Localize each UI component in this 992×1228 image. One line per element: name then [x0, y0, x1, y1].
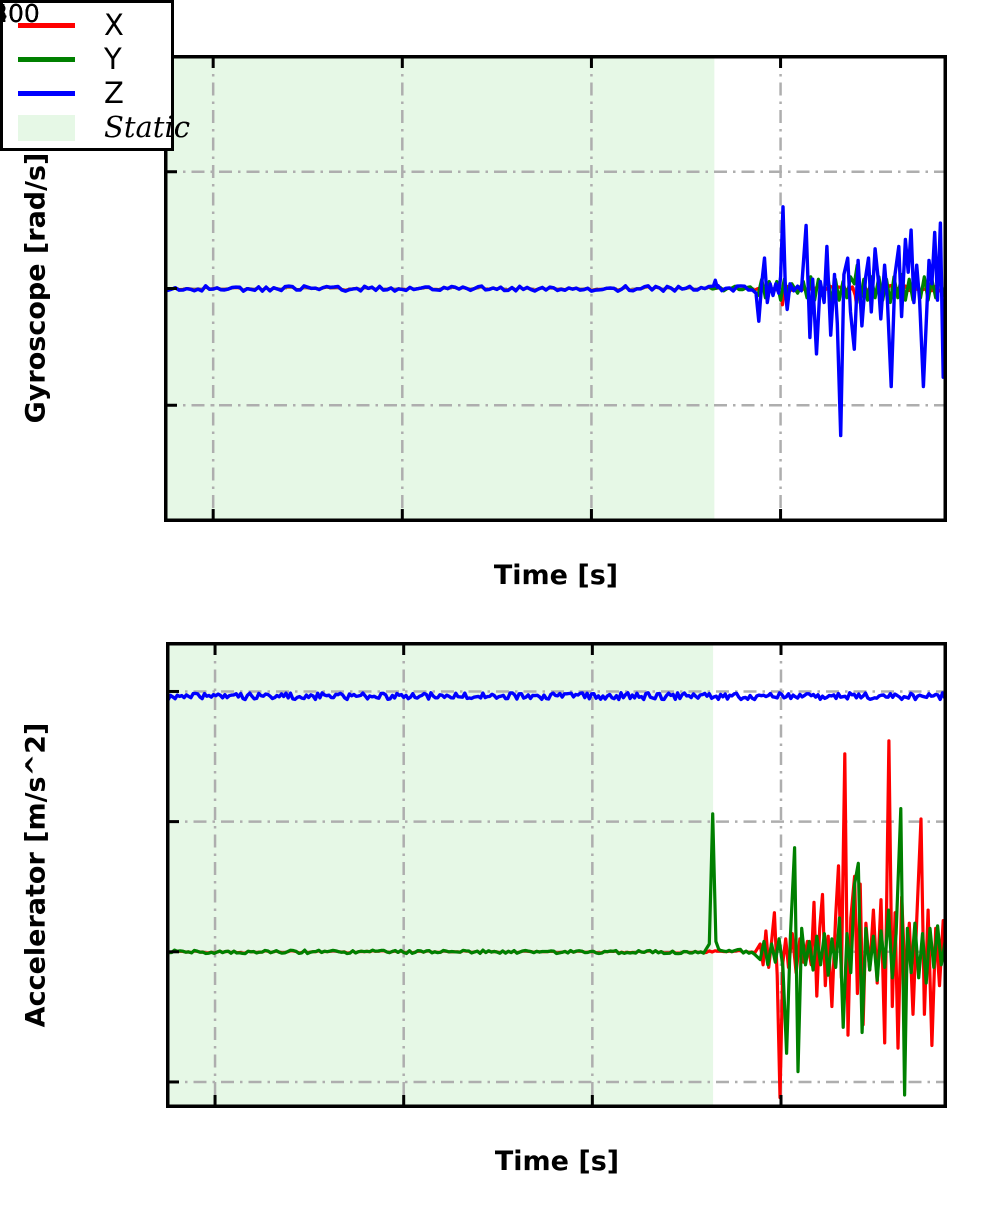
accelerator-legend: X Y Z Static	[0, 0, 190, 151]
x-tick-label: 81400	[0, 0, 40, 28]
legend-label: Static	[104, 110, 190, 144]
legend-label: Z	[104, 76, 124, 110]
legend-patch-swatch	[18, 114, 75, 141]
accelerator-x-axis-label: Time [s]	[494, 1146, 620, 1177]
legend-label: X	[104, 8, 124, 42]
legend-line-swatch	[18, 23, 75, 28]
axes-frame	[166, 642, 947, 1108]
legend-entry-static: Static	[18, 111, 190, 144]
axes-frame	[164, 55, 947, 522]
x-tick-label: 81200	[0, 0, 40, 28]
static-region	[166, 642, 714, 1108]
legend-entry-x: X	[18, 9, 171, 42]
x-tick-label: 81300	[0, 0, 40, 28]
gyroscope-x-axis-label: Time [s]	[493, 560, 619, 591]
gyroscope-plot-area	[164, 55, 947, 522]
series-z-line	[164, 205, 947, 438]
legend-line-swatch	[18, 91, 75, 96]
accelerator-y-axis-label: Accelerator [m/s^2]	[20, 722, 52, 1028]
accelerator-plot-area	[166, 642, 947, 1108]
legend-line-swatch	[18, 57, 75, 62]
legend-label: Y	[104, 42, 122, 76]
x-tick-label: 81500	[0, 0, 40, 28]
series-y-line	[166, 807, 947, 1097]
legend-entry-y: Y	[18, 43, 171, 76]
legend-entry-z: Z	[18, 77, 171, 110]
series-z-line	[166, 691, 947, 702]
